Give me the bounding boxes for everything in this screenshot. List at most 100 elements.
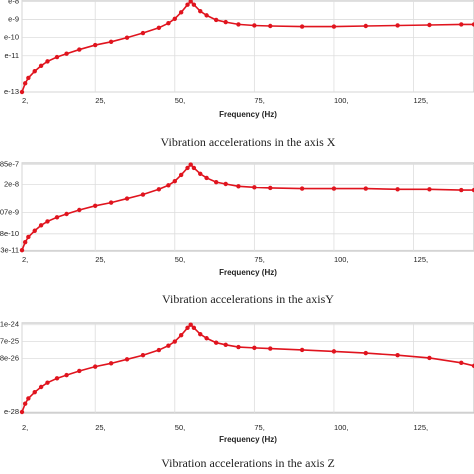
x-tick-label: 2,: [22, 255, 28, 264]
marker: [45, 59, 50, 64]
x-tick-label: 75,: [254, 423, 264, 432]
y-tick-label: e-28: [4, 407, 19, 416]
marker: [22, 401, 28, 406]
marker: [223, 19, 228, 25]
marker: [124, 357, 130, 362]
marker: [252, 23, 257, 28]
marker: [471, 363, 474, 369]
marker: [268, 23, 273, 29]
marker: [459, 22, 464, 27]
marker: [268, 346, 273, 351]
marker: [299, 24, 305, 29]
x-tick-label: 25,: [95, 423, 105, 432]
marker: [223, 342, 228, 348]
line: [21, 163, 474, 251]
marker: [213, 179, 219, 185]
marker: [185, 165, 190, 171]
marker: [124, 35, 130, 40]
marker: [223, 181, 228, 187]
marker: [77, 47, 82, 52]
marker: [363, 350, 368, 356]
marker: [188, 162, 193, 167]
marker: [108, 200, 114, 205]
marker: [236, 22, 241, 27]
marker: [32, 228, 37, 233]
x-tick-label: 125,: [414, 96, 429, 105]
x-tick-label: 50,: [175, 96, 185, 105]
marker: [93, 42, 98, 48]
y-tick-label: 8e-26: [0, 354, 19, 363]
x-tick-label: 25,: [95, 255, 105, 264]
line: [21, 0, 474, 93]
y-tick-label: 85e-7: [0, 160, 19, 169]
marker: [172, 179, 177, 184]
marker: [166, 343, 171, 348]
marker: [427, 22, 432, 28]
marker: [26, 75, 31, 81]
marker: [198, 8, 203, 14]
marker: [268, 185, 273, 191]
marker: [124, 196, 130, 201]
marker: [185, 325, 190, 331]
marker: [54, 215, 60, 220]
marker: [140, 192, 146, 197]
x-tick-label: 50,: [175, 423, 185, 432]
marker: [19, 409, 25, 415]
marker: [185, 2, 190, 7]
marker: [204, 13, 209, 18]
marker: [140, 30, 146, 36]
marker: [198, 171, 203, 176]
x-tick-label: 100,: [334, 96, 349, 105]
marker: [156, 187, 162, 192]
marker: [166, 20, 171, 26]
plot-area: [21, 0, 474, 93]
marker: [22, 81, 28, 86]
caption: Vibration accelerations in the axis Z: [161, 456, 335, 470]
plot-area: [21, 162, 474, 252]
marker: [204, 336, 209, 341]
y-tick-label: 08e-10: [0, 229, 19, 238]
marker: [188, 322, 193, 327]
marker: [38, 384, 44, 390]
y-tick-label: e-10: [4, 33, 19, 42]
marker: [172, 16, 177, 21]
x-tick-label: 25,: [95, 96, 105, 105]
marker: [459, 360, 464, 365]
marker: [93, 364, 98, 369]
x-axis-label: Frequency (Hz): [219, 268, 277, 277]
marker: [108, 39, 114, 45]
marker: [38, 223, 44, 228]
marker: [191, 325, 197, 331]
marker: [19, 89, 25, 95]
x-tick-label: 125,: [414, 423, 429, 432]
marker: [93, 203, 98, 209]
marker: [191, 165, 197, 171]
marker: [395, 187, 400, 192]
marker: [156, 25, 162, 31]
marker: [471, 187, 474, 193]
marker: [54, 376, 60, 381]
marker: [172, 339, 177, 344]
x-axis-label: Frequency (Hz): [219, 110, 277, 119]
marker: [299, 186, 305, 191]
marker: [77, 207, 82, 213]
marker: [64, 51, 69, 56]
line: [21, 323, 474, 413]
marker: [363, 186, 368, 191]
marker: [395, 23, 400, 28]
x-tick-label: 125,: [414, 255, 429, 264]
marker: [363, 23, 368, 29]
marker: [178, 333, 184, 338]
y-tick-label: e-11: [5, 51, 19, 60]
y-tick-label: 7e-25: [0, 337, 19, 346]
marker: [26, 396, 31, 401]
marker: [427, 187, 432, 192]
marker: [331, 186, 337, 191]
marker: [236, 344, 241, 350]
marker: [32, 69, 37, 74]
marker: [45, 219, 50, 224]
caption: Vibration accelerations in the axisY: [162, 292, 334, 306]
marker: [166, 183, 171, 188]
